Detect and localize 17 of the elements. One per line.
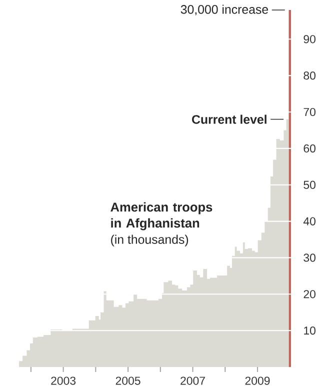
text: (in thousands) xyxy=(111,234,188,246)
y-tick-label: 70 xyxy=(304,108,316,116)
y-tick-label: 40 xyxy=(303,217,316,226)
x-tick-label: 2007 xyxy=(180,376,205,385)
annotation: 30,000 increase xyxy=(180,4,268,16)
y-tick-label: 60 xyxy=(304,144,316,152)
y-tick-label: 20 xyxy=(304,290,316,298)
x-tick-label: 2005 xyxy=(116,376,140,385)
text: American troops in Afghanistan xyxy=(110,202,212,230)
y-tick-label: 90 xyxy=(304,35,316,44)
y-tick-label: 50 xyxy=(304,180,316,189)
y-tick-label: 30 xyxy=(304,254,316,262)
y-tick-label: 80 xyxy=(304,72,316,80)
annotation: Current level xyxy=(192,114,266,124)
x-tick-label: 2003 xyxy=(51,376,76,385)
y-tick-label: 10 xyxy=(304,326,316,335)
x-tick-label: 2009 xyxy=(245,376,270,385)
